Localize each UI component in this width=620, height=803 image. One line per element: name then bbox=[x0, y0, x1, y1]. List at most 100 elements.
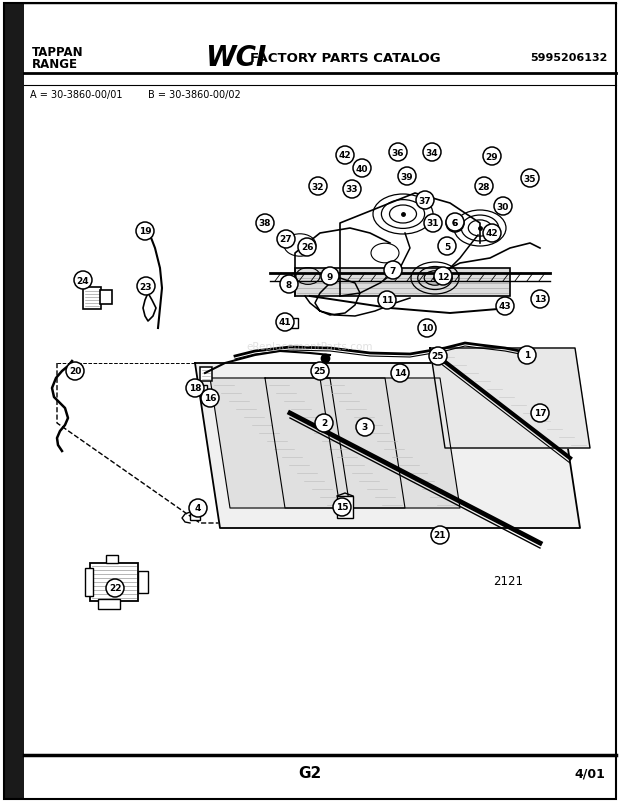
Circle shape bbox=[398, 168, 416, 185]
Text: 14: 14 bbox=[394, 369, 406, 378]
Bar bbox=[337, 496, 353, 519]
Text: 5: 5 bbox=[444, 243, 450, 251]
Text: 12: 12 bbox=[436, 272, 450, 281]
Text: RANGE: RANGE bbox=[32, 59, 78, 71]
Bar bbox=[106, 556, 118, 563]
Text: 38: 38 bbox=[259, 219, 272, 228]
Text: 3: 3 bbox=[362, 423, 368, 432]
Circle shape bbox=[475, 177, 493, 196]
Text: 41: 41 bbox=[278, 318, 291, 327]
Bar bbox=[85, 569, 93, 597]
Text: 16: 16 bbox=[204, 394, 216, 403]
Text: eReplacementParts.com: eReplacementParts.com bbox=[247, 341, 373, 352]
Circle shape bbox=[434, 267, 452, 286]
Text: 1: 1 bbox=[524, 351, 530, 360]
Text: 42: 42 bbox=[485, 229, 498, 238]
Circle shape bbox=[106, 579, 124, 597]
Circle shape bbox=[389, 144, 407, 161]
Circle shape bbox=[256, 214, 274, 233]
Text: 33: 33 bbox=[346, 185, 358, 194]
Circle shape bbox=[429, 348, 447, 365]
Text: 43: 43 bbox=[498, 302, 511, 311]
Circle shape bbox=[483, 148, 501, 165]
Circle shape bbox=[311, 362, 329, 381]
Circle shape bbox=[446, 214, 464, 233]
Text: 37: 37 bbox=[418, 196, 432, 206]
Circle shape bbox=[438, 238, 456, 255]
Text: 18: 18 bbox=[188, 384, 202, 393]
Text: 20: 20 bbox=[69, 367, 81, 376]
Circle shape bbox=[416, 192, 434, 210]
Circle shape bbox=[418, 320, 436, 337]
Circle shape bbox=[309, 177, 327, 196]
Text: 29: 29 bbox=[485, 153, 498, 161]
Text: 34: 34 bbox=[426, 149, 438, 157]
Text: 30: 30 bbox=[497, 202, 509, 211]
Polygon shape bbox=[430, 349, 590, 448]
Text: B = 30-3860-00/02: B = 30-3860-00/02 bbox=[148, 90, 241, 100]
Text: A = 30-3860-00/01: A = 30-3860-00/01 bbox=[30, 90, 123, 100]
Text: 13: 13 bbox=[534, 296, 546, 304]
Text: FACTORY PARTS CATALOG: FACTORY PARTS CATALOG bbox=[250, 51, 441, 64]
Text: 8: 8 bbox=[286, 280, 292, 289]
Circle shape bbox=[74, 271, 92, 290]
Circle shape bbox=[521, 169, 539, 188]
Circle shape bbox=[336, 147, 354, 165]
Text: 22: 22 bbox=[108, 584, 122, 593]
Text: 35: 35 bbox=[524, 174, 536, 183]
Bar bbox=[138, 571, 148, 593]
Circle shape bbox=[378, 291, 396, 310]
Circle shape bbox=[384, 262, 402, 279]
Text: WCI: WCI bbox=[205, 44, 267, 72]
Circle shape bbox=[483, 225, 501, 243]
Text: 2121: 2121 bbox=[493, 575, 523, 588]
Polygon shape bbox=[210, 378, 350, 508]
Circle shape bbox=[391, 365, 409, 382]
Circle shape bbox=[137, 278, 155, 296]
Circle shape bbox=[189, 499, 207, 517]
Text: 23: 23 bbox=[140, 282, 153, 291]
Text: 4/01: 4/01 bbox=[574, 767, 605, 780]
Bar bbox=[190, 503, 200, 520]
Text: 25: 25 bbox=[314, 367, 326, 376]
Text: 25: 25 bbox=[432, 352, 445, 361]
Text: 10: 10 bbox=[421, 324, 433, 333]
Circle shape bbox=[423, 144, 441, 161]
Circle shape bbox=[496, 298, 514, 316]
Circle shape bbox=[298, 238, 316, 257]
Text: 11: 11 bbox=[381, 296, 393, 305]
Text: 42: 42 bbox=[339, 151, 352, 161]
Circle shape bbox=[321, 267, 339, 286]
Text: 32: 32 bbox=[312, 182, 324, 191]
Text: 31: 31 bbox=[427, 219, 439, 228]
Text: 27: 27 bbox=[280, 235, 292, 244]
Circle shape bbox=[201, 389, 219, 407]
Bar bbox=[4, 4, 24, 799]
Bar bbox=[90, 563, 138, 601]
Circle shape bbox=[431, 526, 449, 544]
Text: 21: 21 bbox=[434, 531, 446, 540]
Text: 6: 6 bbox=[452, 218, 458, 227]
Circle shape bbox=[276, 314, 294, 332]
Circle shape bbox=[446, 214, 464, 232]
Text: 36: 36 bbox=[392, 149, 404, 157]
Circle shape bbox=[315, 414, 333, 433]
Bar bbox=[284, 319, 298, 328]
Polygon shape bbox=[195, 364, 580, 528]
Text: 26: 26 bbox=[301, 243, 313, 252]
Circle shape bbox=[280, 275, 298, 294]
Text: 24: 24 bbox=[77, 276, 89, 285]
Text: 40: 40 bbox=[356, 165, 368, 173]
Circle shape bbox=[343, 181, 361, 199]
Text: 7: 7 bbox=[390, 266, 396, 275]
Circle shape bbox=[356, 418, 374, 437]
Text: 39: 39 bbox=[401, 173, 414, 181]
Bar bbox=[98, 599, 120, 609]
Bar bbox=[83, 287, 101, 310]
Circle shape bbox=[333, 499, 351, 516]
Circle shape bbox=[353, 160, 371, 177]
Circle shape bbox=[518, 347, 536, 365]
Circle shape bbox=[186, 380, 204, 397]
Bar bbox=[295, 269, 510, 296]
Text: G2: G2 bbox=[298, 765, 322, 781]
